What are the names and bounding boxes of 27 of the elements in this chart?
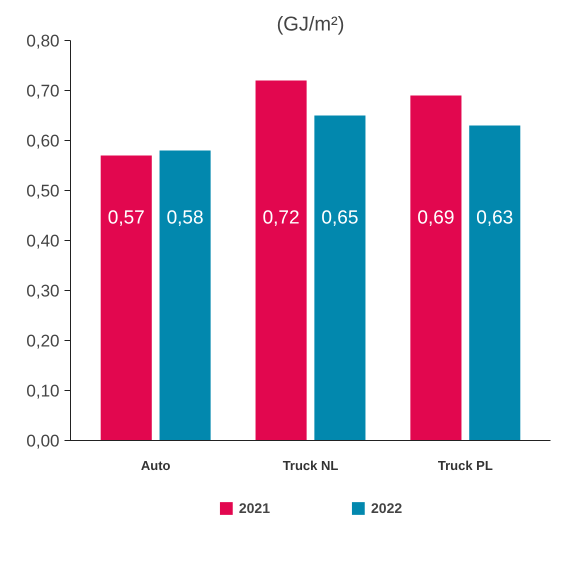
bar	[100, 156, 152, 440]
chart-title: (GJ/m²)	[276, 14, 344, 36]
y-tick-label: 0,80	[26, 32, 60, 50]
data-label: 0,63	[476, 208, 514, 228]
y-tick-label: 0,70	[26, 82, 60, 100]
bar	[256, 80, 307, 440]
y-tick-label: 0,10	[26, 382, 60, 400]
x-tick-label: Truck PL	[438, 458, 493, 474]
bar	[410, 96, 462, 440]
data-label: 0,58	[166, 208, 204, 228]
bar	[160, 150, 211, 440]
y-tick-label: 0,20	[26, 332, 60, 350]
data-label: 0,69	[417, 208, 454, 228]
x-tick-label: Auto	[140, 458, 171, 474]
x-tick-label: Truck NL	[282, 458, 338, 474]
y-tick-label: 0,30	[26, 282, 60, 300]
y-tick-label: 0,50	[26, 182, 60, 200]
legend-label: 2021	[238, 500, 270, 516]
legend-label: 2022	[371, 500, 402, 516]
y-tick-label: 0,00	[26, 432, 60, 450]
data-label: 0,57	[108, 208, 145, 228]
data-label: 0,72	[262, 208, 300, 228]
y-tick-label: 0,60	[26, 132, 60, 150]
data-label: 0,65	[321, 208, 358, 228]
y-tick-label: 0,40	[26, 232, 60, 250]
bar	[469, 126, 520, 440]
bar	[314, 116, 366, 440]
